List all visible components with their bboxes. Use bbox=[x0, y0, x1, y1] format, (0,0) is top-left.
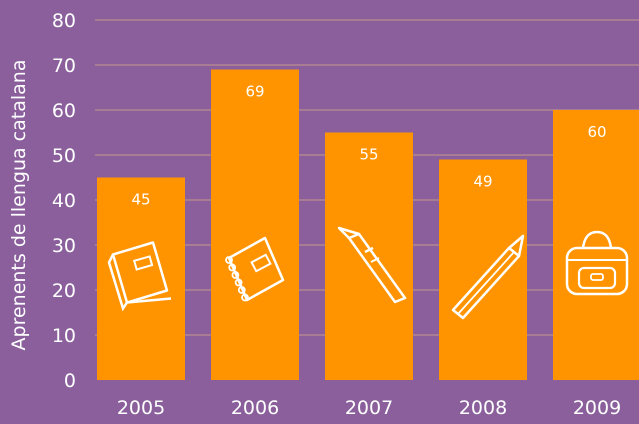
data-label: 69 bbox=[245, 83, 264, 101]
spiral-notebook-icon bbox=[225, 236, 285, 302]
bar-2009 bbox=[553, 110, 639, 380]
y-tick-label: 20 bbox=[52, 280, 76, 302]
bars: 45 69 55 49 60 bbox=[97, 69, 639, 380]
data-label: 55 bbox=[359, 146, 378, 164]
data-label: 60 bbox=[587, 123, 606, 141]
x-tick-label: 2007 bbox=[345, 397, 393, 419]
y-tick-label: 10 bbox=[52, 325, 76, 347]
y-tick-label: 30 bbox=[52, 235, 76, 257]
y-tick-label: 80 bbox=[52, 10, 76, 32]
data-label: 45 bbox=[131, 191, 150, 209]
x-tick-label: 2006 bbox=[231, 397, 279, 419]
y-tick-label: 70 bbox=[52, 55, 76, 77]
pencil-icon bbox=[451, 234, 525, 320]
y-axis-ticks: 0 10 20 30 40 50 60 70 80 bbox=[52, 10, 76, 392]
x-tick-label: 2008 bbox=[459, 397, 507, 419]
school-bag-icon bbox=[565, 230, 629, 296]
data-label: 49 bbox=[473, 173, 492, 191]
y-tick-label: 40 bbox=[52, 190, 76, 212]
bar-2007 bbox=[325, 132, 413, 380]
y-tick-label: 60 bbox=[52, 100, 76, 122]
bar-2008 bbox=[439, 159, 527, 380]
y-axis-label: Aprenents de llengua catalana bbox=[8, 60, 30, 351]
notebook-icon bbox=[107, 241, 172, 312]
bar-2005 bbox=[97, 177, 185, 380]
x-axis-ticks: 2005 2006 2007 2008 2009 bbox=[117, 397, 621, 419]
bar-2006 bbox=[211, 69, 299, 380]
x-tick-label: 2009 bbox=[573, 397, 621, 419]
y-tick-label: 0 bbox=[64, 370, 76, 392]
fountain-pen-icon bbox=[337, 226, 407, 304]
x-tick-label: 2005 bbox=[117, 397, 165, 419]
y-tick-label: 50 bbox=[52, 145, 76, 167]
